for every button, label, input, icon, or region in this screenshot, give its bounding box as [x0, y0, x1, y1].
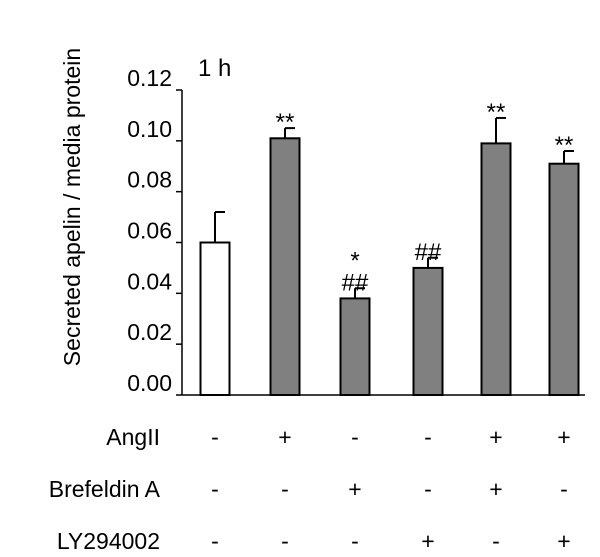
- condition-sign: +: [557, 528, 570, 554]
- condition-sign: -: [281, 476, 289, 502]
- condition-sign: -: [560, 476, 568, 502]
- bar: [339, 297, 371, 396]
- bar: [548, 162, 580, 396]
- significance-mark: **: [276, 109, 295, 136]
- significance-mark: ##: [415, 239, 442, 266]
- significance-annotations: **##* ##****: [276, 99, 574, 296]
- condition-sign: +: [278, 424, 291, 450]
- y-tick-label: 0.06: [127, 218, 172, 244]
- condition-row-label: Brefeldin A: [49, 476, 161, 502]
- significance-mark: *: [350, 247, 359, 274]
- condition-sign: -: [211, 424, 219, 450]
- condition-sign: -: [424, 424, 432, 450]
- bar: [269, 137, 301, 397]
- condition-row-label: LY294002: [57, 528, 160, 554]
- condition-row-label: AngII: [106, 424, 160, 450]
- bar: [199, 241, 231, 396]
- condition-sign: -: [424, 476, 432, 502]
- y-axis-label: Secreted apelin / media protein: [59, 48, 85, 366]
- y-tick-label: 0.08: [127, 167, 172, 193]
- condition-sign: +: [421, 528, 434, 554]
- y-tick-label: 0.00: [127, 370, 172, 396]
- y-axis: 0.00 0.02 0.04 0.06 0.08 0.10 0.12: [127, 65, 182, 396]
- y-tick-label: 0.10: [127, 116, 172, 142]
- y-tick-label: 0.04: [127, 268, 172, 294]
- condition-table: AngII - + - - + + Brefeldin A - - + - + - LY294002 - - - +…: [49, 424, 571, 554]
- error-bars: [214, 116, 574, 299]
- timepoint-label: 1 h: [198, 55, 231, 82]
- condition-sign: +: [489, 476, 502, 502]
- condition-sign: +: [489, 424, 502, 450]
- bar: [412, 266, 444, 396]
- condition-sign: -: [211, 528, 219, 554]
- condition-sign: +: [348, 476, 361, 502]
- significance-mark: **: [487, 99, 506, 126]
- condition-sign: -: [351, 424, 359, 450]
- condition-sign: +: [557, 424, 570, 450]
- significance-mark: ##: [342, 269, 369, 296]
- bars: [199, 137, 580, 397]
- significance-mark: **: [555, 132, 574, 159]
- y-tick-label: 0.02: [127, 319, 172, 345]
- condition-sign: -: [281, 528, 289, 554]
- bar: [480, 142, 512, 396]
- condition-sign: -: [211, 476, 219, 502]
- y-tick-label: 0.12: [127, 65, 172, 91]
- condition-sign: -: [351, 528, 359, 554]
- condition-sign: -: [492, 528, 500, 554]
